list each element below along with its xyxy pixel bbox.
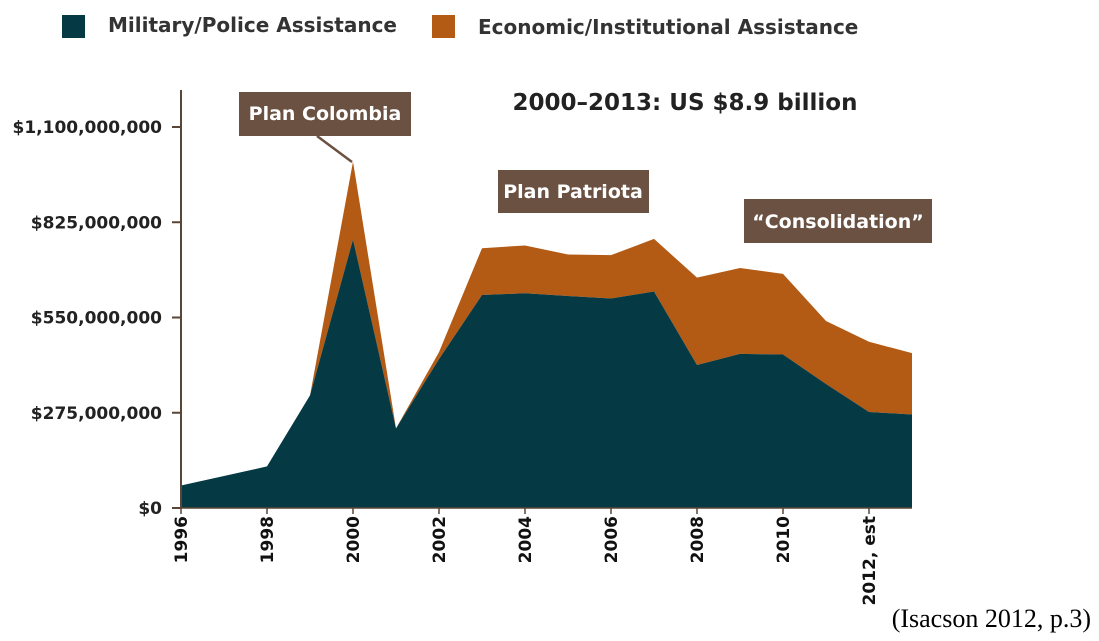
legend-swatch-military xyxy=(62,15,85,38)
legend: Military/Police Assistance Economic/Inst… xyxy=(62,13,858,39)
y-tick-label: $275,000,000 xyxy=(31,404,162,424)
callout-box xyxy=(239,92,411,136)
legend-swatch-economic xyxy=(432,15,455,38)
x-tick-label: 1998 xyxy=(258,516,278,563)
legend-label-economic: Economic/Institutional Assistance xyxy=(478,15,858,39)
y-ticks: $0 $275,000,000 $550,000,000 $825,000,000 $1… xyxy=(13,118,181,519)
callout-consolidation: “Consolidation” xyxy=(744,199,932,243)
callout-box xyxy=(744,199,932,243)
x-tick-label: 2006 xyxy=(602,516,622,563)
x-ticks: 1996 1998 2000 2002 2004 2006 2008 2010 2012, es… xyxy=(172,508,880,605)
legend-label-military: Military/Police Assistance xyxy=(108,13,397,37)
callout-box xyxy=(498,170,649,213)
callout-label: Plan Patriota xyxy=(503,181,643,203)
x-tick-label: 2012, est xyxy=(860,516,880,605)
callout-leader-line xyxy=(316,134,353,164)
x-tick-label: 2000 xyxy=(344,516,364,563)
callout-plan-patriota: Plan Patriota xyxy=(498,170,649,213)
chart-title: 2000–2013: US $8.9 billion xyxy=(513,90,858,116)
x-tick-label: 2008 xyxy=(688,516,708,563)
x-tick-label: 1996 xyxy=(172,516,192,563)
area-military-police xyxy=(181,239,912,508)
area-economic-institutional xyxy=(181,161,912,486)
y-tick-label: $0 xyxy=(138,499,162,519)
citation: (Isacson 2012, p.3) xyxy=(891,604,1091,633)
x-tick-label: 2010 xyxy=(774,516,794,563)
callout-label: Plan Colombia xyxy=(249,103,402,125)
y-tick-label: $825,000,000 xyxy=(31,213,162,233)
y-tick-label: $1,100,000,000 xyxy=(13,118,163,138)
x-tick-label: 2004 xyxy=(516,516,536,563)
callout-plan-colombia: Plan Colombia xyxy=(239,92,411,164)
y-tick-label: $550,000,000 xyxy=(31,309,162,329)
areas xyxy=(181,161,912,508)
x-tick-label: 2002 xyxy=(430,516,450,563)
callout-label: “Consolidation” xyxy=(752,211,923,233)
